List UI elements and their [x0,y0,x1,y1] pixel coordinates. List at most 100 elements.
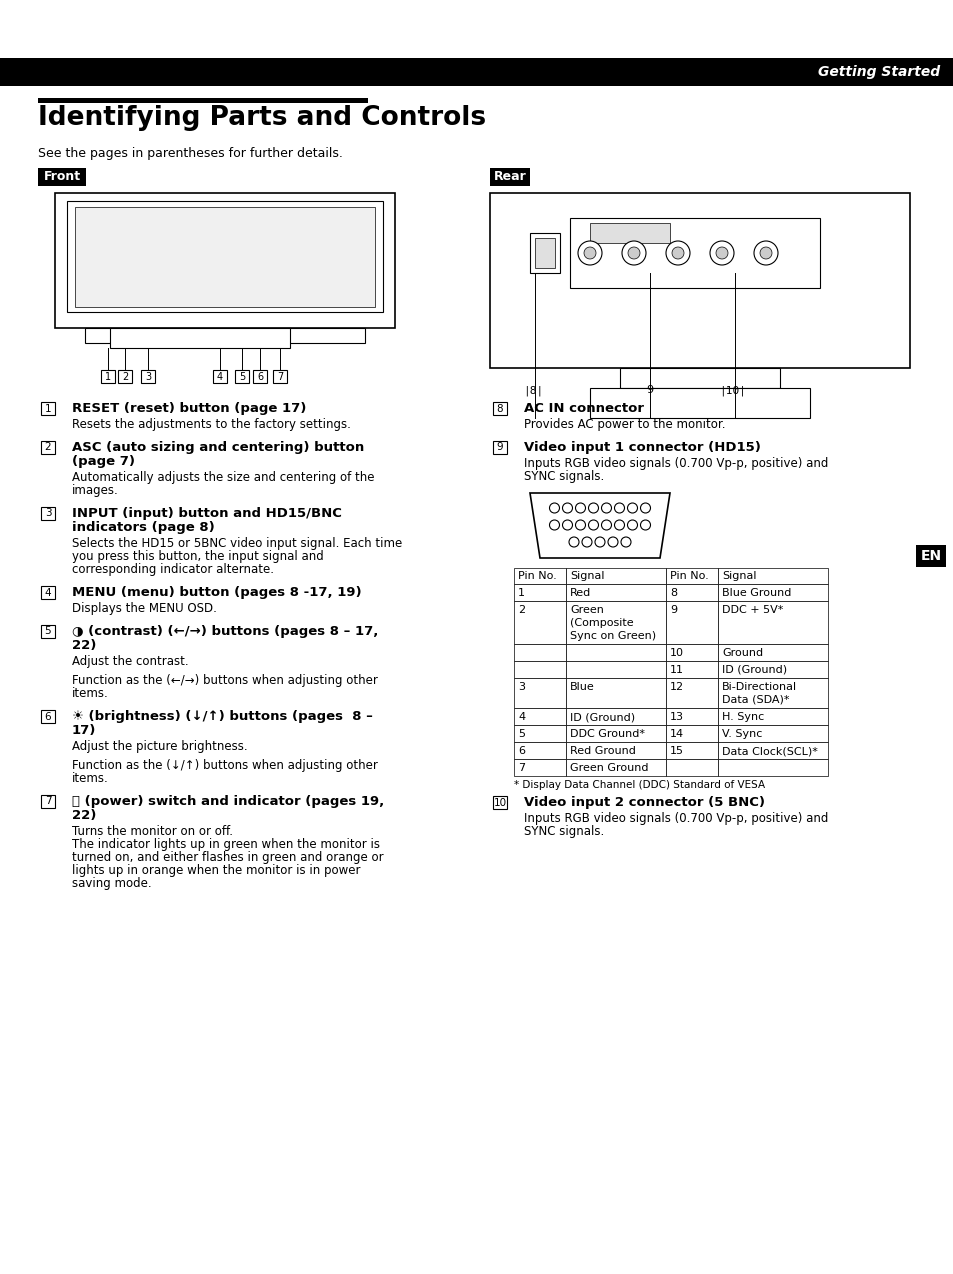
Text: 4: 4 [517,712,524,722]
Text: 10: 10 [493,798,506,808]
Text: 15: 15 [669,747,683,755]
Circle shape [562,503,572,513]
Text: Selects the HD15 or 5BNC video input signal. Each time: Selects the HD15 or 5BNC video input sig… [71,538,402,550]
Text: 8: 8 [497,404,503,414]
Bar [75,206,375,307]
Text: * Display Data Channel (DDC) Standard of VESA: * Display Data Channel (DDC) Standard of… [514,780,764,790]
Text: Inputs RGB video signals (0.700 Vp-p, positive) and: Inputs RGB video signals (0.700 Vp-p, po… [523,812,827,826]
Text: 2: 2 [517,605,524,615]
Bar [514,759,565,776]
Text: Front: Front [44,171,80,183]
Circle shape [614,503,624,513]
Text: ASC (auto sizing and centering) button: ASC (auto sizing and centering) button [71,441,364,454]
Text: (Composite: (Composite [569,618,633,628]
Text: Green Ground: Green Ground [569,763,648,773]
Text: 1: 1 [517,589,524,598]
Bar [565,678,665,708]
Text: 7: 7 [45,796,51,806]
Text: 5: 5 [517,729,524,739]
Bar [535,238,555,268]
Bar [565,601,665,643]
Circle shape [760,247,771,259]
Text: Adjust the picture brightness.: Adjust the picture brightness. [71,740,248,753]
Circle shape [627,520,637,530]
Text: 3: 3 [517,682,524,692]
Bar [85,327,365,343]
Text: EN: EN [920,549,941,563]
Text: 5: 5 [45,627,51,637]
Bar [41,507,55,520]
Circle shape [627,247,639,259]
Circle shape [620,538,630,547]
Bar [41,441,55,454]
Bar [665,661,718,678]
Bar [41,403,55,415]
Bar [41,626,55,638]
Circle shape [568,538,578,547]
Bar [514,725,565,741]
Bar [569,218,820,288]
Bar [514,741,565,759]
Text: Data (SDA)*: Data (SDA)* [721,696,789,705]
Bar [665,601,718,643]
Text: Video input 2 connector (5 BNC): Video input 2 connector (5 BNC) [523,796,764,809]
Bar [565,725,665,741]
Text: you press this button, the input signal and: you press this button, the input signal … [71,550,323,563]
Bar [665,583,718,601]
Bar [589,223,669,243]
Bar [493,441,506,454]
Text: 6: 6 [45,711,51,721]
Bar [718,661,827,678]
Bar [530,233,559,273]
Text: 10: 10 [669,648,683,657]
Bar [493,796,506,809]
Text: corresponding indicator alternate.: corresponding indicator alternate. [71,563,274,576]
Text: images.: images. [71,484,118,497]
Circle shape [665,241,689,265]
Bar [665,759,718,776]
Text: ◑ (contrast) (←/→) buttons (pages 8 – 17,: ◑ (contrast) (←/→) buttons (pages 8 – 17… [71,626,378,638]
Bar [493,403,506,415]
Text: Bi-Directional: Bi-Directional [721,682,797,692]
Text: |10|: |10| [719,385,745,395]
Circle shape [549,520,558,530]
Text: 13: 13 [669,712,683,722]
Text: Adjust the contrast.: Adjust the contrast. [71,655,189,668]
Bar [718,725,827,741]
Bar [665,568,718,583]
Bar [718,759,827,776]
Text: 9: 9 [497,442,503,452]
Text: Turns the monitor on or off.: Turns the monitor on or off. [71,826,233,838]
Bar [55,192,395,327]
Text: H. Sync: H. Sync [721,712,763,722]
Bar [565,759,665,776]
Text: 4: 4 [216,372,223,381]
Text: Pin No.: Pin No. [669,571,708,581]
Text: 5: 5 [238,372,245,381]
Bar [665,741,718,759]
Bar [665,725,718,741]
Bar [213,369,227,383]
Bar [565,643,665,661]
Circle shape [549,503,558,513]
Text: items.: items. [71,687,109,699]
Bar [514,583,565,601]
Text: indicators (page 8): indicators (page 8) [71,521,214,534]
Bar [38,168,86,186]
Text: 7: 7 [276,372,283,381]
Bar [253,369,267,383]
Circle shape [578,241,601,265]
Circle shape [671,247,683,259]
Circle shape [588,503,598,513]
Text: Video input 1 connector (HD15): Video input 1 connector (HD15) [523,441,760,454]
Text: Displays the MENU OSD.: Displays the MENU OSD. [71,603,216,615]
Text: 7: 7 [517,763,524,773]
Bar [665,643,718,661]
Bar [514,601,565,643]
Text: AC IN connector: AC IN connector [523,403,643,415]
Circle shape [575,520,585,530]
Bar [665,708,718,725]
Text: Rear: Rear [493,171,526,183]
Text: RESET (reset) button (page 17): RESET (reset) button (page 17) [71,403,306,415]
Text: 3: 3 [145,372,151,381]
